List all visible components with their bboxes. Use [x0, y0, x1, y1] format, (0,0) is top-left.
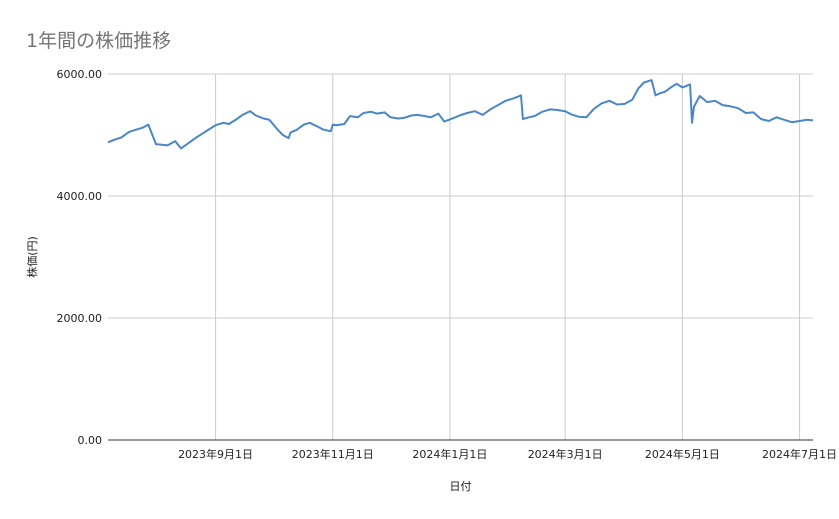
- gridlines: [108, 73, 813, 440]
- x-tick-label: 2024年3月1日: [528, 447, 603, 461]
- y-tick-label: 4000.00: [57, 190, 103, 203]
- x-tick-label: 2023年9月1日: [178, 447, 253, 461]
- x-tick-labels: 2023年9月1日 2023年11月1日 2024年1月1日 2024年3月1日 202…: [178, 447, 837, 461]
- series-line: [107, 79, 814, 150]
- x-axis-title: 日付: [450, 480, 472, 493]
- y-tick-labels: 0.00 2000.00 4000.00 6000.00: [57, 68, 103, 447]
- y-axis-title: 株価(円): [25, 236, 39, 278]
- y-tick-label: 6000.00: [57, 68, 103, 81]
- x-tick-label: 2024年7月1日: [762, 447, 837, 461]
- y-tick-label: 2000.00: [57, 312, 103, 325]
- x-tick-label: 2024年5月1日: [645, 447, 720, 461]
- x-tick-label: 2023年11月1日: [292, 447, 374, 461]
- y-tick-label: 0.00: [78, 434, 103, 447]
- chart-title: 1年間の株価推移: [26, 30, 172, 52]
- x-tick-label: 2024年1月1日: [412, 447, 487, 461]
